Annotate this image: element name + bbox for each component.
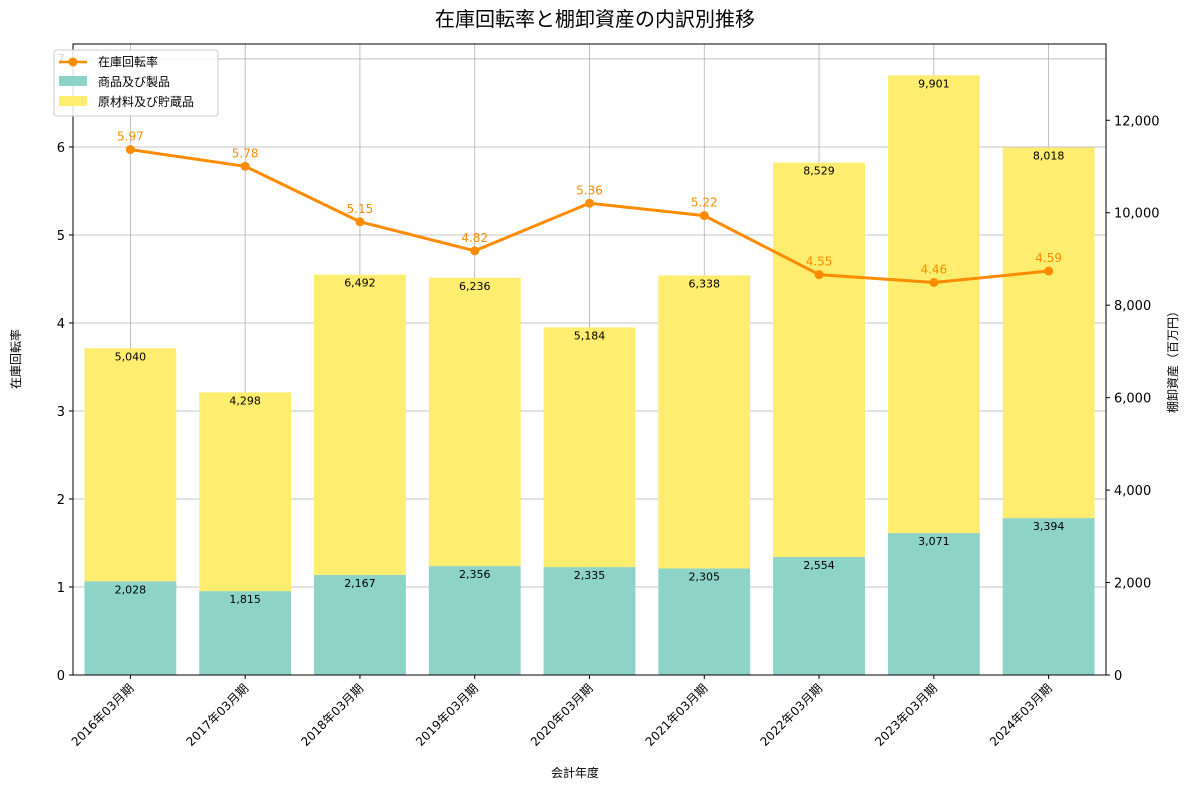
- bar-materials: [428, 277, 521, 567]
- turnover-label: 4.46: [920, 262, 947, 276]
- bars: [84, 75, 1095, 675]
- bar-products: [1002, 518, 1095, 675]
- turnover-label: 4.55: [806, 255, 833, 269]
- bar-label-products: 2,167: [344, 577, 376, 590]
- turnover-label: 4.59: [1035, 251, 1062, 265]
- bar-label-products: 2,305: [689, 570, 721, 583]
- bar-materials: [84, 348, 177, 582]
- legend-line-marker: [68, 57, 78, 67]
- bar-products: [658, 568, 751, 675]
- bar-label-materials: 6,338: [689, 277, 721, 290]
- x-tick-label: 2016年03月期: [69, 681, 137, 749]
- bar-labels: 2,028 5,040 1,815 4,298 2,167 6,492 2,356 6,236…: [115, 77, 1065, 606]
- bar-products: [543, 567, 636, 675]
- y-right-tick-label: 8,000: [1114, 299, 1151, 314]
- turnover-label: 5.78: [232, 146, 259, 160]
- x-tick-label: 2021年03月期: [643, 681, 711, 749]
- legend-box: [53, 49, 219, 117]
- legend-label-materials: 原材料及び貯蔵品: [98, 95, 194, 109]
- bar-label-materials: 6,492: [344, 277, 376, 290]
- bar-materials: [887, 75, 980, 534]
- turnover-point: [929, 277, 939, 287]
- legend-label-products: 商品及び製品: [98, 74, 170, 89]
- bar-products: [314, 574, 406, 675]
- bar-products: [887, 533, 980, 675]
- turnover-label: 5.15: [347, 202, 374, 216]
- bar-label-products: 3,071: [918, 535, 950, 548]
- x-tick-label: 2024年03月期: [987, 681, 1055, 749]
- chart-title: 在庫回転率と棚卸資産の内訳別推移: [435, 7, 755, 31]
- bar-label-materials: 5,184: [574, 329, 606, 342]
- turnover-point: [355, 217, 365, 227]
- x-tick-label: 2017年03月期: [184, 681, 252, 749]
- y-right-tick-label: 4,000: [1114, 484, 1151, 499]
- y-axis-right-label: 棚卸資産（百万円）: [1165, 305, 1180, 413]
- legend-swatch-products: [59, 76, 87, 86]
- turnover-point: [125, 145, 135, 155]
- legend-label-turnover: 在庫回転率: [98, 54, 158, 69]
- x-axis-label: 会計年度: [551, 765, 599, 780]
- bar-label-products: 1,815: [229, 593, 261, 606]
- legend-swatch-materials: [59, 96, 87, 106]
- line-series: 5.97 5.78 5.15 4.82 5.36 5.22 4.55 4.46 4.59: [117, 130, 1062, 287]
- bar-label-products: 2,028: [115, 583, 147, 596]
- y-right-tick-label: 12,000: [1114, 114, 1160, 129]
- y-left-tick-label: 2: [57, 493, 65, 508]
- bar-label-products: 3,394: [1033, 520, 1065, 533]
- bar-products: [84, 581, 177, 675]
- y-right-tick-label: 2,000: [1114, 577, 1151, 592]
- bar-label-products: 2,335: [574, 569, 606, 582]
- y-left-tick-label: 4: [57, 317, 65, 332]
- bar-label-materials: 4,298: [229, 394, 261, 407]
- turnover-point: [240, 161, 250, 171]
- bar-label-materials: 5,040: [115, 350, 147, 363]
- turnover-point: [814, 270, 824, 280]
- bar-materials: [773, 162, 865, 557]
- turnover-point: [470, 246, 480, 256]
- bar-materials: [658, 275, 751, 569]
- turnover-point: [699, 211, 709, 221]
- turnover-label: 5.22: [691, 196, 718, 210]
- turnover-label: 5.97: [117, 130, 144, 144]
- bar-label-materials: 8,018: [1033, 149, 1065, 162]
- y-right-tick-label: 6,000: [1114, 392, 1151, 407]
- x-tick-label: 2019年03月期: [413, 681, 481, 749]
- bar-label-materials: 9,901: [918, 77, 950, 90]
- bar-materials: [199, 392, 292, 592]
- turnover-label: 4.82: [461, 231, 488, 245]
- y-left-tick-label: 3: [57, 405, 65, 420]
- y-left-tick-label: 0: [57, 669, 65, 684]
- y-axis-left-label: 在庫回転率: [8, 329, 23, 389]
- bar-materials: [1002, 147, 1095, 519]
- y-left-tick-label: 6: [57, 141, 65, 156]
- bar-products: [428, 566, 521, 675]
- x-tick-label: 2023年03月期: [872, 681, 940, 749]
- y-right-tick-label: 10,000: [1114, 207, 1160, 222]
- bar-materials: [314, 274, 406, 575]
- bar-label-materials: 8,529: [803, 165, 835, 178]
- bar-label-products: 2,554: [803, 559, 835, 572]
- x-tick-label: 2020年03月期: [528, 681, 596, 749]
- bar-products: [773, 556, 865, 675]
- bar-materials: [543, 327, 636, 568]
- x-tick-label: 2022年03月期: [757, 681, 825, 749]
- y-right-tick-label: 0: [1114, 669, 1122, 684]
- legend: 在庫回転率 商品及び製品 原材料及び貯蔵品: [53, 49, 219, 117]
- bar-products: [199, 591, 292, 675]
- bar-label-materials: 6,236: [459, 280, 491, 293]
- turnover-point: [1044, 266, 1054, 276]
- turnover-point: [585, 198, 594, 208]
- y-left-tick-label: 1: [57, 581, 65, 596]
- turnover-label: 5.36: [576, 183, 603, 197]
- y-left-tick-label: 5: [57, 229, 65, 244]
- x-tick-label: 2018年03月期: [298, 681, 366, 749]
- bar-label-products: 2,356: [459, 568, 491, 581]
